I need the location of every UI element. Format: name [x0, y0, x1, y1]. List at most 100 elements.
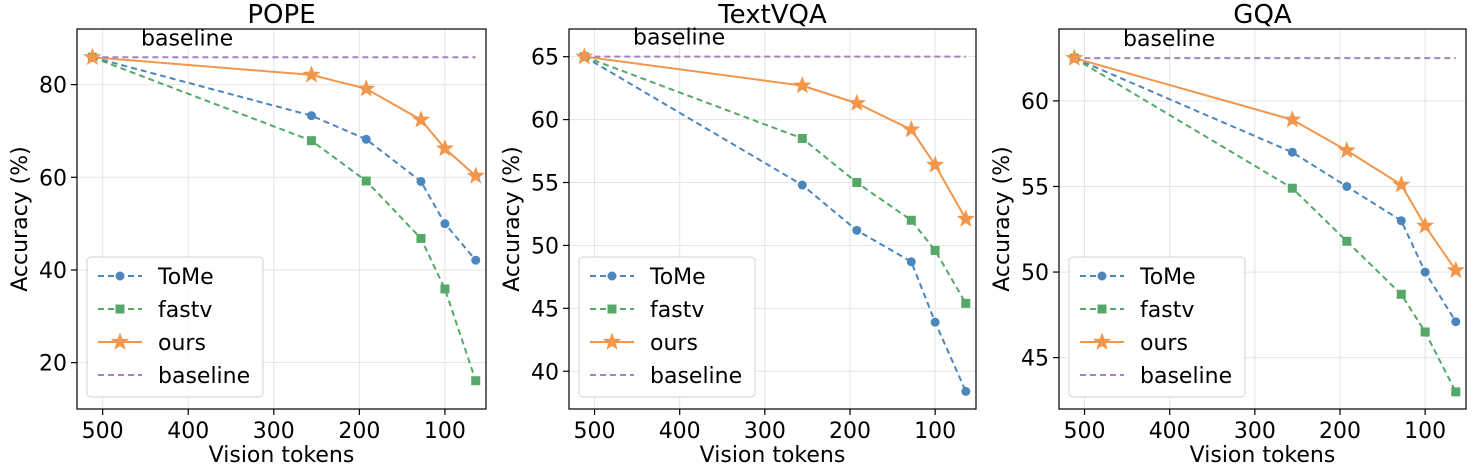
legend: ToMe fastv ours baseline	[86, 256, 264, 398]
data-point-fastv	[961, 298, 971, 308]
data-point-ours	[357, 79, 376, 97]
chart-panel-2: 500 400 300 200 100 40 45 50 55 60 65 TextVQA Vision…	[500, 0, 977, 464]
y-tick-label: 60	[39, 166, 67, 191]
legend-label-fastv: fastv	[158, 298, 212, 323]
legend-marker-ours	[110, 332, 130, 350]
series-line-ours	[92, 56, 477, 177]
data-point-ours	[1446, 260, 1465, 279]
data-point-ToMe	[1287, 147, 1297, 157]
chart-title: TextVQA	[717, 0, 827, 30]
plot-frame	[76, 28, 487, 410]
data-point-ToMe	[852, 225, 862, 235]
legend-marker-ToMe	[115, 271, 125, 281]
data-point-fastv	[440, 284, 450, 294]
plot-frame	[568, 28, 977, 410]
data-point-fastv	[1287, 183, 1297, 193]
data-point-fastv	[416, 233, 426, 243]
y-tick-label: 50	[531, 234, 559, 259]
y-axis-label: Accuracy (%)	[8, 146, 33, 292]
baseline-annotation: baseline	[633, 26, 725, 51]
legend-marker-fastv	[607, 304, 617, 314]
data-point-fastv	[361, 176, 371, 186]
data-point-fastv	[930, 245, 940, 255]
y-tick-label: 45	[531, 297, 559, 322]
x-axis-label: Vision tokens	[700, 443, 846, 464]
data-point-ToMe	[471, 255, 481, 265]
chart-panel-1: 500 400 300 200 100 20 40 60 80 POPE Vision tokens…	[8, 0, 487, 464]
x-tick-label: 300	[1234, 419, 1276, 444]
legend-label-ToMe: ToMe	[1139, 265, 1196, 290]
data-point-ToMe	[440, 219, 450, 229]
y-axis-label: Accuracy (%)	[990, 146, 1015, 292]
data-point-ours	[466, 166, 485, 184]
x-tick-label: 500	[1064, 419, 1106, 444]
data-point-ours	[902, 120, 921, 138]
data-point-ours	[1416, 216, 1435, 234]
data-point-ours	[83, 47, 102, 65]
chart-panel-3: 500 400 300 200 100 45 50 55 60 GQA Vision tokens A…	[990, 0, 1467, 464]
x-tick-label: 500	[574, 419, 616, 444]
data-point-ToMe	[361, 134, 371, 144]
series-line-ToMe	[583, 55, 967, 392]
x-tick-label: 100	[914, 419, 956, 444]
x-tick-label: 400	[167, 419, 209, 444]
series-line-ToMe	[1073, 57, 1457, 323]
series-line-fastv	[583, 55, 967, 304]
series-line-fastv	[1073, 57, 1457, 393]
legend-label-baseline: baseline	[158, 364, 250, 389]
legend-label-ToMe: ToMe	[157, 265, 214, 290]
data-point-fastv	[1420, 327, 1430, 337]
legend-marker-ToMe	[1097, 271, 1107, 281]
data-point-ours	[956, 209, 975, 227]
data-point-ours	[435, 139, 454, 157]
data-point-fastv	[1396, 289, 1406, 299]
data-point-ToMe	[1342, 181, 1352, 191]
legend-label-fastv: fastv	[650, 298, 704, 323]
series-line-fastv	[92, 56, 477, 382]
y-axis-label: Accuracy (%)	[500, 146, 525, 292]
legend-marker-ToMe	[607, 271, 617, 281]
data-point-fastv	[906, 215, 916, 225]
y-tick-label: 40	[531, 360, 559, 385]
data-point-ours	[1337, 141, 1356, 159]
x-tick-label: 500	[82, 419, 124, 444]
x-tick-label: 200	[338, 419, 380, 444]
data-point-fastv	[797, 133, 807, 143]
baseline-annotation: baseline	[141, 26, 233, 51]
data-point-ours	[1283, 110, 1302, 128]
legend-box	[86, 256, 264, 398]
x-tick-label: 400	[1149, 419, 1191, 444]
y-tick-label: 60	[531, 109, 559, 134]
legend: ToMe fastv ours baseline	[578, 256, 756, 398]
data-point-ours	[1065, 48, 1084, 66]
x-tick-label: 300	[744, 419, 786, 444]
y-tick-label: 65	[531, 46, 559, 71]
x-tick-label: 200	[829, 419, 871, 444]
data-point-ToMe	[961, 386, 971, 396]
legend-label-ToMe: ToMe	[649, 265, 706, 290]
data-point-ours	[847, 93, 866, 111]
data-point-ToMe	[1451, 317, 1461, 327]
x-tick-label: 100	[1404, 419, 1446, 444]
legend-box	[578, 256, 756, 398]
x-axis-label: Vision tokens	[1190, 443, 1336, 464]
series-line-ToMe	[92, 56, 477, 261]
data-point-fastv	[852, 178, 862, 188]
data-point-ToMe	[1420, 267, 1430, 277]
data-point-fastv	[1451, 387, 1461, 397]
y-tick-label: 55	[531, 172, 559, 197]
legend-label-ours: ours	[1140, 331, 1188, 356]
data-point-ours	[302, 65, 321, 83]
legend-marker-fastv	[115, 304, 125, 314]
data-point-ToMe	[1396, 216, 1406, 226]
y-tick-label: 80	[39, 74, 67, 99]
data-point-fastv	[471, 376, 481, 386]
y-tick-label: 45	[1021, 347, 1049, 372]
data-point-fastv	[306, 136, 316, 146]
legend-marker-fastv	[1097, 304, 1107, 314]
series-line-ours	[1074, 57, 1457, 271]
x-tick-label: 300	[253, 419, 295, 444]
legend-marker-ours	[1092, 332, 1112, 350]
series-line-ours	[584, 55, 967, 220]
